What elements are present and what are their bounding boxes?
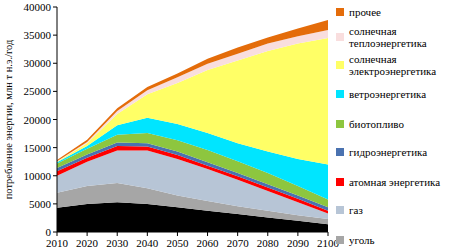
plot-area [57,20,328,232]
legend: прочеесолнечнаятеплоэнергетикасолнечнаяэ… [336,6,440,246]
legend-swatch [336,8,344,16]
legend-line: уголь [349,234,375,246]
legend-label: солнечнаятеплоэнергетика [349,25,427,49]
x-tick-label: 2010 [46,237,69,249]
x-tick-label: 2080 [257,237,280,249]
legend-line: гидроэнергетика [349,146,427,158]
y-tick-label: 40000 [24,1,52,13]
legend-label: биотопливо [349,118,404,130]
y-tick-label: 30000 [24,57,52,69]
x-tick [147,232,148,236]
x-tick [207,232,208,236]
area [57,20,328,161]
legend-line: атомная энергетика [349,176,440,188]
y-tick-label: 15000 [24,142,52,154]
x-tick-label: 2020 [76,237,99,249]
legend-swatch [336,236,344,244]
legend-label: ветроэнергетика [349,88,426,100]
legend-line: прочее [349,6,381,18]
x-tick-label: 2070 [227,237,250,249]
legend-swatch [336,206,344,214]
legend-label: гидроэнергетика [349,146,427,158]
x-axis [57,232,328,233]
x-tick [237,232,238,236]
legend-label: прочее [349,6,381,18]
x-tick-label: 2090 [287,237,310,249]
x-tick [297,232,298,236]
y-tick-label: 20000 [24,114,52,126]
legend-swatch [336,178,344,186]
y-tick [53,7,57,8]
legend-line: ветроэнергетика [349,88,426,100]
y-tick-label: 5000 [29,198,52,210]
x-tick [87,232,88,236]
area [57,38,328,165]
legend-line: теплоэнергетика [349,37,427,49]
legend-line: электроэнергетика [349,65,436,77]
y-tick-label: 25000 [24,85,52,97]
x-tick [57,232,58,236]
legend-label: солнечнаяэлектроэнергетика [349,53,436,77]
x-tick-label: 2050 [166,237,189,249]
legend-line: газ [349,204,363,216]
y-axis-label: потребление энергии, млн т н.э./год [3,39,14,199]
y-tick-label: 35000 [24,29,52,41]
y-tick [53,147,57,148]
legend-swatch [336,61,344,69]
y-tick [53,63,57,64]
x-tick-label: 2040 [136,237,159,249]
y-tick [53,175,57,176]
legend-swatch [336,33,344,41]
chart: 0500010000150002000025000300003500040000… [0,0,474,250]
y-tick [53,203,57,204]
area [57,30,328,162]
legend-swatch [336,148,344,156]
legend-label: уголь [349,234,375,246]
y-tick [53,35,57,36]
legend-line: солнечная [349,53,397,65]
legend-label: атомная энергетика [349,176,440,188]
legend-label: газ [349,204,363,216]
y-tick-label: 10000 [24,170,52,182]
x-tick-label: 2030 [106,237,129,249]
x-tick [117,232,118,236]
y-tick [53,232,57,233]
legend-line: солнечная [349,25,397,37]
x-tick [328,232,329,236]
legend-swatch [336,120,344,128]
legend-line: биотопливо [349,118,404,130]
y-tick [53,119,57,120]
x-tick-label: 2060 [197,237,220,249]
y-tick [53,91,57,92]
x-tick [177,232,178,236]
legend-swatch [336,90,344,98]
x-tick [267,232,268,236]
